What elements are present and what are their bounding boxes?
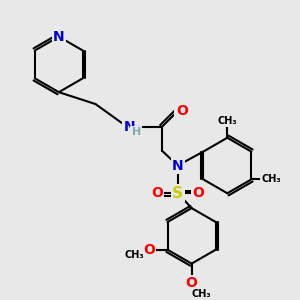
Text: CH₃: CH₃ xyxy=(124,250,144,260)
Text: CH₃: CH₃ xyxy=(261,174,281,184)
Text: O: O xyxy=(176,104,188,118)
Text: O: O xyxy=(193,186,205,200)
Text: CH₃: CH₃ xyxy=(192,289,211,299)
Text: S: S xyxy=(172,186,183,201)
Text: O: O xyxy=(151,186,163,200)
Text: N: N xyxy=(53,30,64,44)
Text: CH₃: CH₃ xyxy=(218,116,237,126)
Text: H: H xyxy=(131,127,141,137)
Text: O: O xyxy=(143,243,155,257)
Text: N: N xyxy=(123,120,135,134)
Text: O: O xyxy=(186,276,198,290)
Text: N: N xyxy=(172,158,184,172)
